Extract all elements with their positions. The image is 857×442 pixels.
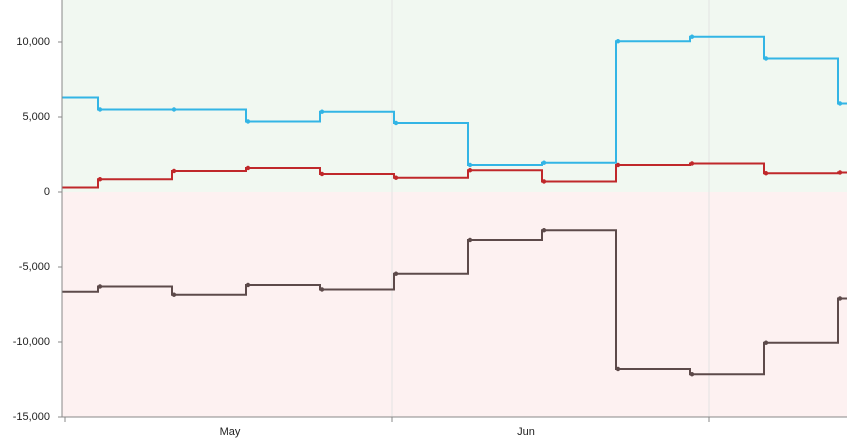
point: [171, 292, 177, 297]
point: [615, 162, 621, 168]
point: [689, 34, 695, 39]
point: [615, 39, 621, 44]
point: [171, 107, 177, 112]
y-tick-label: -10,000: [13, 336, 50, 348]
point: [319, 171, 325, 177]
y-tick-label: 10,000: [16, 36, 50, 48]
point: [615, 366, 621, 372]
point: [837, 101, 843, 106]
point: [319, 287, 325, 292]
point: [763, 171, 769, 176]
point: [467, 162, 473, 168]
point: [245, 165, 251, 171]
y-tick-label: 0: [44, 186, 50, 198]
point: [689, 161, 695, 166]
y-tick-label: -5,000: [19, 261, 50, 273]
point: [245, 119, 251, 124]
point: [541, 228, 547, 233]
point: [689, 372, 695, 377]
point: [171, 168, 177, 174]
x-tick-label: May: [220, 426, 241, 438]
point: [319, 109, 325, 114]
point: [97, 177, 103, 182]
positive-region: [62, 0, 847, 192]
point: [97, 107, 103, 112]
negative-region: [62, 192, 847, 417]
x-tick-label: Jun: [517, 426, 535, 438]
point: [541, 160, 547, 165]
point: [541, 179, 547, 184]
point: [245, 282, 251, 288]
point: [763, 56, 769, 61]
point: [467, 237, 473, 243]
point: [467, 168, 473, 173]
point: [763, 340, 769, 345]
plot-background: [62, 0, 847, 417]
point: [97, 284, 103, 289]
point: [393, 120, 399, 126]
y-tick-label: 5,000: [22, 111, 50, 123]
point: [837, 170, 843, 175]
point: [24, 290, 28, 294]
y-tick-label: -15,000: [13, 411, 50, 423]
plot: [24, 34, 847, 377]
point: [393, 271, 399, 276]
point: [837, 296, 843, 301]
vertical-grid: [391, 0, 710, 417]
point: [24, 185, 28, 189]
point: [24, 95, 28, 99]
point: [393, 175, 399, 180]
